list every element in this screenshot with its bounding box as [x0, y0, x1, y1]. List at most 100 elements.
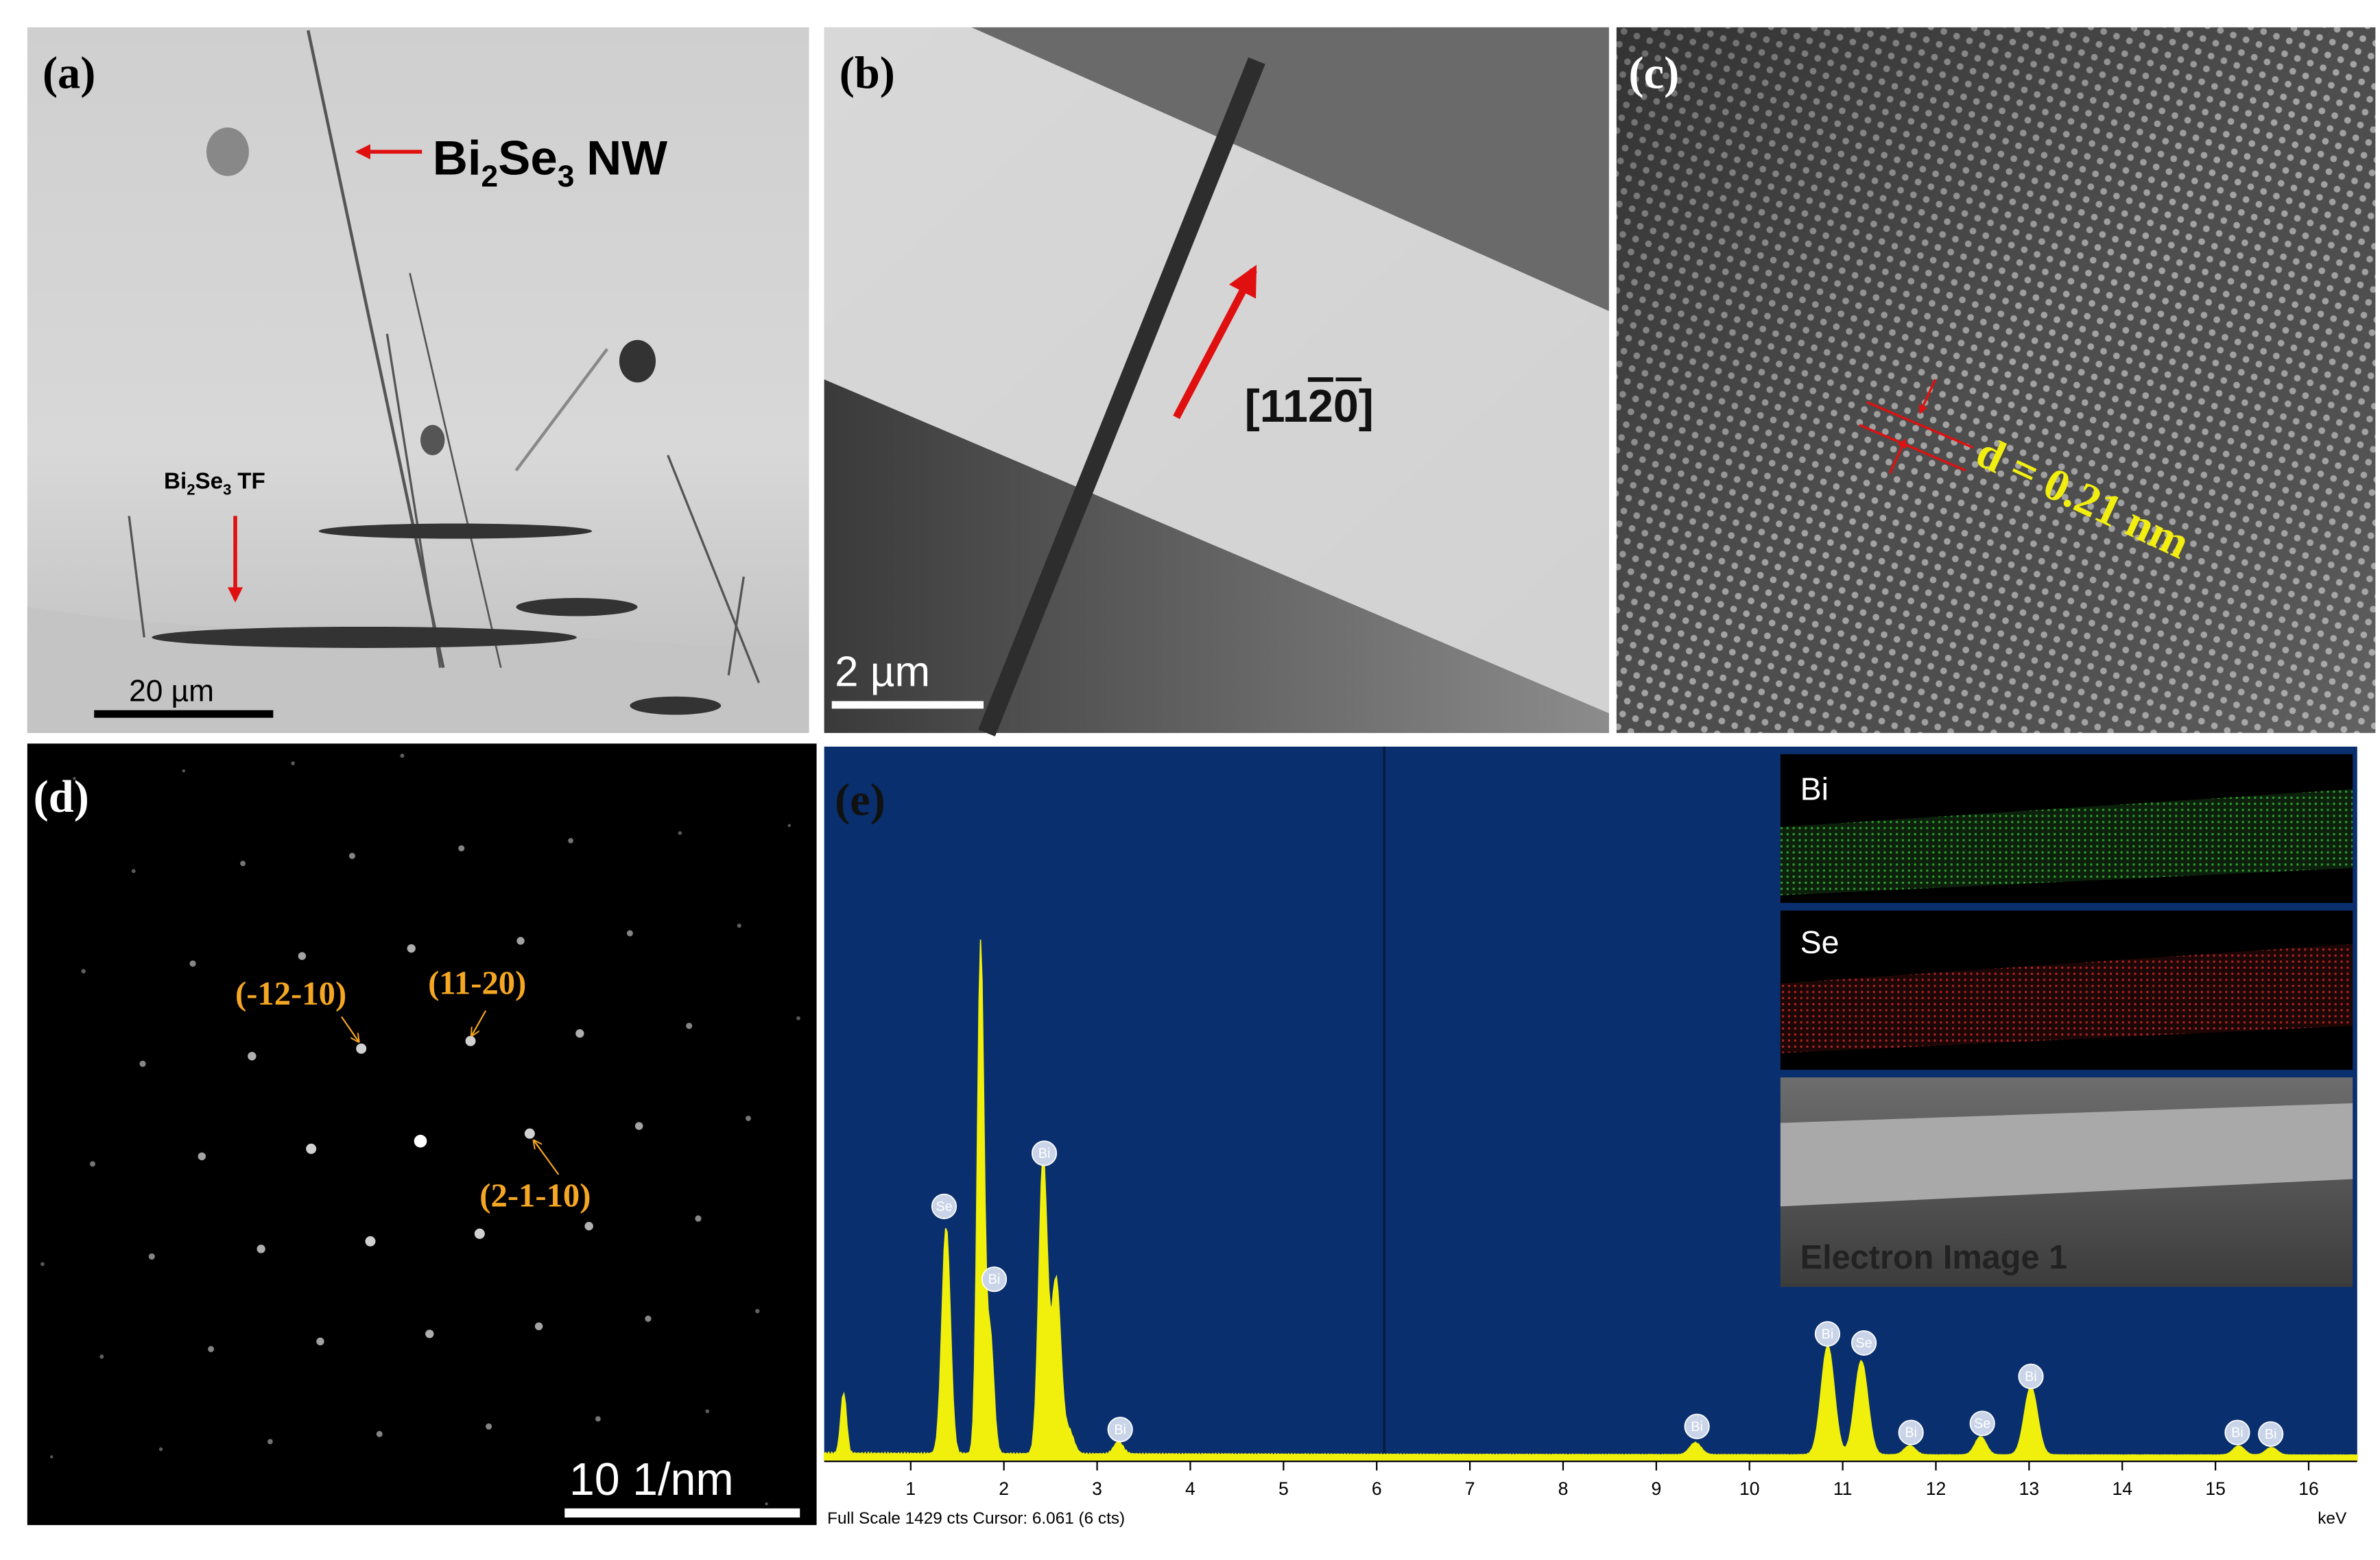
film-label: Bi2Se3 TF [164, 469, 265, 499]
text: Bi [164, 469, 187, 494]
diffraction-spot [737, 923, 741, 928]
diffraction-spot [516, 937, 525, 945]
diffraction-spot [139, 1060, 146, 1067]
peak-marker [1969, 1411, 1995, 1437]
x-tick-label: 12 [1926, 1478, 1947, 1499]
diffraction-spot [348, 852, 355, 859]
diffraction-spot [755, 1308, 760, 1314]
diffraction-spot [356, 1043, 367, 1054]
diffraction-spot [458, 845, 465, 852]
direction-label: [1120] [1245, 381, 1374, 432]
diffraction-spot [257, 1245, 265, 1253]
panel-label: (c) [1629, 48, 1680, 98]
x-tick-label: 9 [1651, 1478, 1661, 1499]
x-tick-label: 15 [2205, 1478, 2226, 1499]
diffraction-spot [99, 1354, 104, 1359]
diffraction-spot [746, 1116, 751, 1121]
peak-marker [1851, 1330, 1877, 1356]
diffraction-spot [365, 1236, 376, 1247]
scale-bar-label: 10 1/nm [569, 1454, 734, 1505]
scale-bar [564, 1508, 800, 1518]
micrograph-a [27, 27, 809, 733]
peak-marker [1814, 1321, 1841, 1347]
panel-label: (a) [43, 48, 95, 98]
diffraction-spot [376, 1430, 383, 1437]
peak-label: Bi [1114, 1422, 1126, 1437]
arrow [1173, 265, 1257, 420]
diffraction-spot [787, 824, 791, 828]
x-tick-label: 11 [1833, 1478, 1853, 1499]
diffraction-spot [414, 1134, 427, 1148]
nanowire-label: Bi2Se3 NW [433, 132, 668, 194]
diffraction-spot [131, 869, 136, 874]
text: TF [237, 469, 265, 494]
diffraction-spot [267, 1439, 273, 1445]
diffraction-spot [575, 1029, 584, 1038]
peak-label: Bi [2265, 1427, 2277, 1442]
x-tick-label: 3 [1092, 1478, 1102, 1499]
diffraction-spot [182, 769, 185, 773]
x-tick-label: 8 [1558, 1478, 1569, 1499]
peak-label: Bi [1822, 1327, 1834, 1342]
spot-label: (2-1-10) [479, 1177, 591, 1214]
x-tick-label: 2 [999, 1478, 1009, 1499]
map-se-signal [1780, 944, 2353, 1053]
peak-label: Bi [1038, 1147, 1051, 1162]
text: 3 [223, 481, 231, 498]
panel-label: (e) [835, 775, 885, 825]
peak-label: Bi [2231, 1426, 2244, 1441]
peak-label: Bi [1691, 1419, 1703, 1435]
peak-marker [2258, 1421, 2284, 1447]
peak-marker [1684, 1413, 1710, 1439]
peak-label: Bi [2025, 1369, 2037, 1384]
spot-label: (-12-10) [235, 975, 346, 1012]
peak-label: Bi [988, 1272, 1001, 1287]
diffraction-spot [534, 1322, 543, 1330]
diffraction-spot [486, 1423, 492, 1430]
map-label: Bi [1800, 771, 1829, 806]
diffraction-spot [705, 1409, 710, 1414]
diffraction-spot [248, 1052, 257, 1061]
scale-bar [94, 710, 274, 718]
panel-c: (c) d = 0.21 nm [1616, 27, 2376, 733]
diffraction-spot [678, 831, 682, 835]
map-label: Se [1800, 924, 1840, 960]
shading [1616, 27, 2376, 733]
diffraction-spot [634, 1122, 643, 1130]
peak-marker [1898, 1419, 1924, 1445]
diffraction-spot [189, 960, 196, 967]
diffraction-spot [626, 930, 633, 937]
panel-d-labels: (d) (-12-10) (11-20) (2-1-10) 10 1/nm [34, 772, 800, 1518]
x-tick-label: 10 [1739, 1478, 1760, 1499]
peak-label: Se [1974, 1416, 1990, 1431]
peak-marker [2224, 1419, 2250, 1445]
panel-d [27, 743, 817, 1526]
arrow [534, 1141, 560, 1175]
diffraction-spot [400, 754, 405, 758]
text: Se [195, 469, 224, 494]
diffraction-spot [796, 1016, 800, 1020]
x-tick-label: 16 [2298, 1478, 2319, 1499]
scale-bar-label: 2 µm [835, 648, 930, 695]
text: 2 [481, 160, 499, 193]
text: 2 [187, 481, 195, 498]
diffraction-spot [316, 1337, 324, 1345]
panel-a: (a) Bi2Se3 NW Bi2Se3 TF 20 µm [27, 27, 809, 733]
text: 2 [1308, 381, 1333, 432]
diffraction-spot [240, 861, 246, 867]
diffraction-spot [291, 761, 295, 765]
peak-label: Se [1855, 1336, 1872, 1351]
x-tick-label: 13 [2019, 1478, 2040, 1499]
diffraction-spot [474, 1228, 485, 1239]
spacing-marker [1859, 379, 1974, 475]
nanoribbon [1780, 1103, 2353, 1207]
diffraction-spot [40, 1262, 45, 1267]
nanowire [978, 57, 1265, 736]
text: 3 [558, 160, 575, 193]
diffraction-spot [298, 952, 307, 960]
peak-marker [931, 1193, 957, 1219]
text: Bi [433, 132, 481, 186]
diffraction-spot [50, 1455, 53, 1459]
